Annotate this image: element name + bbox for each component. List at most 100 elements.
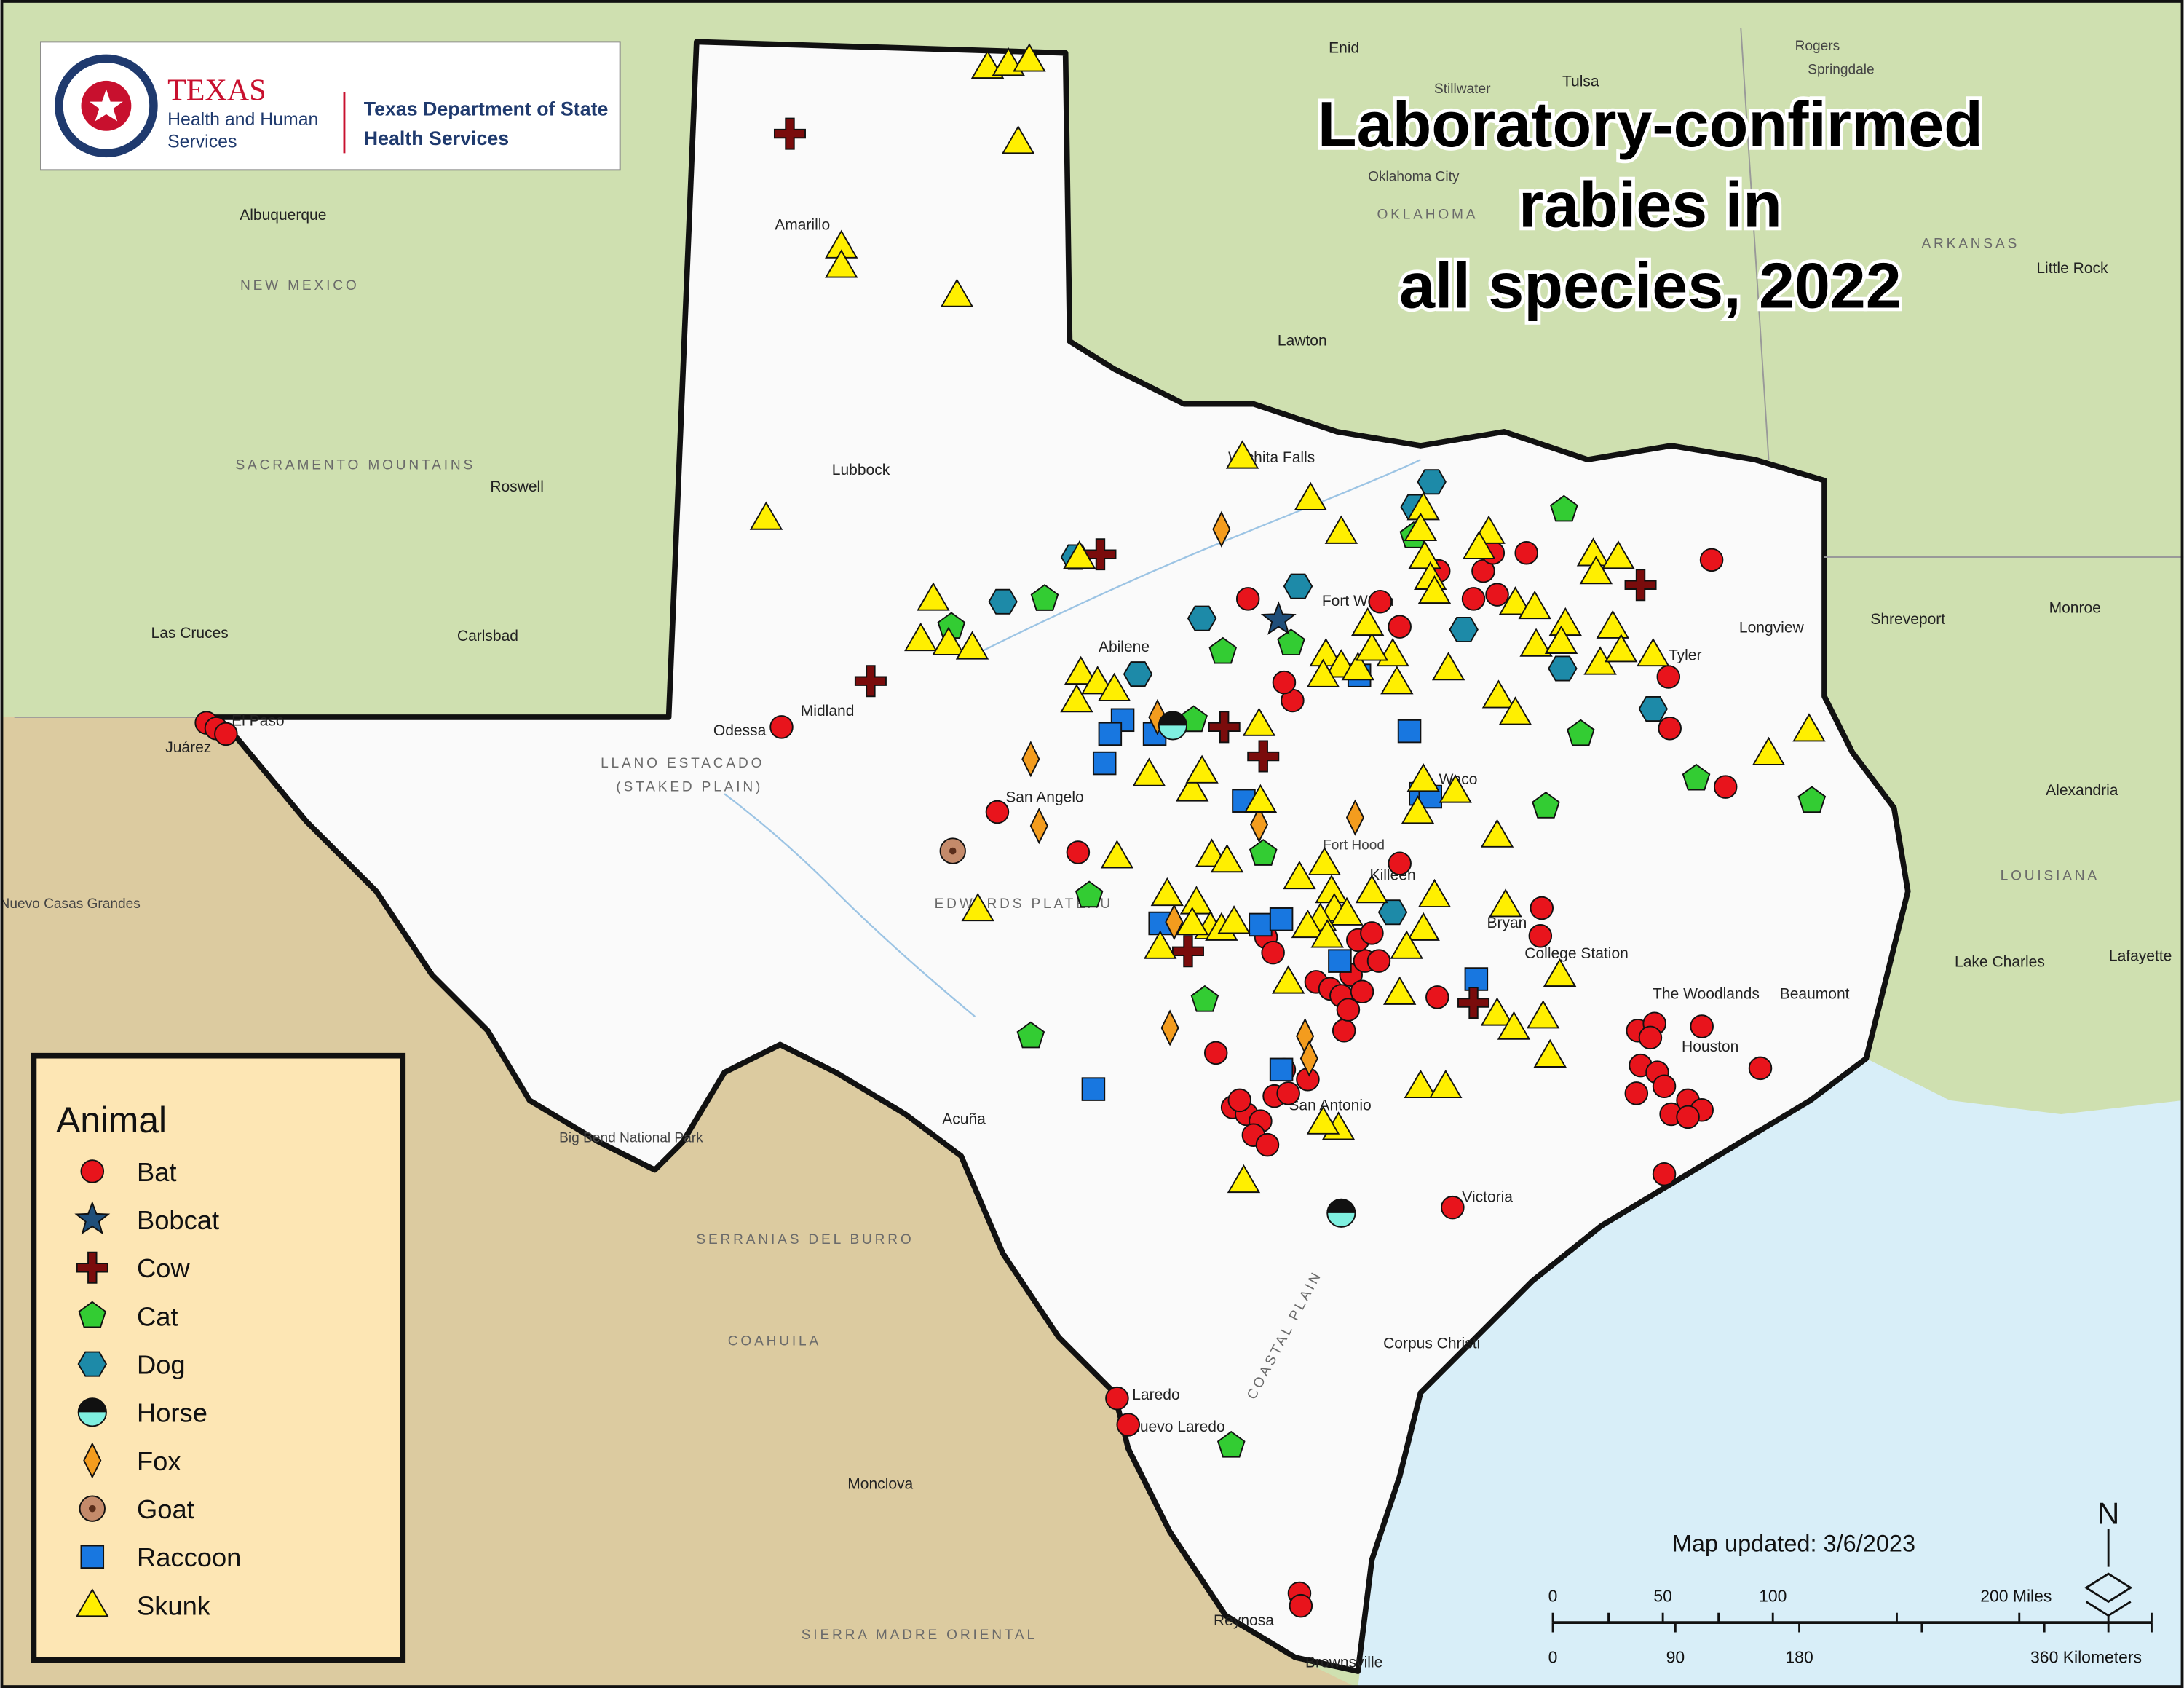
marker	[74, 1200, 111, 1235]
bat-marker	[80, 1159, 105, 1183]
raccoon-marker	[1081, 1077, 1106, 1101]
horse-marker-top	[1158, 711, 1187, 726]
rivers	[724, 459, 1421, 1018]
marker	[1480, 819, 1514, 848]
marker	[1439, 774, 1472, 803]
marker	[77, 1351, 108, 1377]
place-label: Abilene	[1099, 639, 1150, 655]
raccoon-marker	[1098, 722, 1123, 746]
bat-marker	[1272, 670, 1297, 695]
marker	[1021, 741, 1040, 778]
bat-marker	[1652, 1074, 1677, 1099]
scale-km-label: 180	[1785, 1648, 1813, 1667]
place-label: Lafayette	[2109, 948, 2172, 965]
state-borders	[14, 28, 2184, 718]
map-updated: Map updated: 3/6/2023	[1672, 1531, 1915, 1557]
marker	[1637, 637, 1670, 667]
marker	[1550, 494, 1578, 522]
place-label: Beaumont	[1780, 985, 1850, 1002]
bat-marker	[1366, 949, 1391, 973]
raccoon-marker	[1092, 751, 1117, 776]
place-label: Rogers	[1795, 39, 1840, 54]
bat-marker	[1105, 1386, 1129, 1411]
place-label: COAHUILA	[728, 1334, 821, 1349]
place-label: Lawton	[1278, 332, 1327, 349]
marker	[1132, 757, 1166, 786]
raccoon-marker	[1328, 949, 1352, 973]
place-label: Oklahoma City	[1368, 170, 1460, 185]
place-label: College Station	[1524, 945, 1629, 962]
bat-marker	[1388, 851, 1412, 876]
marker	[1543, 958, 1577, 987]
bat-marker	[1471, 559, 1495, 583]
bat-marker	[1676, 1105, 1700, 1129]
bat-marker	[1350, 979, 1374, 1003]
bat-marker	[1652, 1162, 1677, 1186]
marker	[1638, 695, 1668, 722]
marker	[1481, 679, 1516, 709]
marker	[1187, 605, 1217, 631]
bat-marker	[1713, 775, 1738, 799]
marker	[749, 501, 783, 530]
marker	[1225, 440, 1259, 469]
legend-label: Bobcat	[137, 1205, 219, 1235]
marker	[1533, 1038, 1567, 1068]
marker	[1291, 909, 1325, 939]
raccoon-marker	[80, 1545, 105, 1569]
scale-km-label: 0	[1548, 1648, 1558, 1667]
marker	[1176, 773, 1209, 802]
marker	[1596, 610, 1629, 639]
marker	[1097, 672, 1131, 701]
legend-title: Animal	[56, 1100, 167, 1140]
marker	[1150, 877, 1184, 907]
marker	[1210, 844, 1244, 873]
place-label: ARKANSAS	[1921, 236, 2019, 251]
place-label: Corpus Christi	[1383, 1335, 1480, 1352]
bat-marker	[1658, 717, 1682, 741]
place-label: San Angelo	[1005, 789, 1084, 806]
bat-marker	[1624, 1081, 1649, 1105]
marker	[1064, 655, 1098, 685]
agency-sub: Services	[167, 132, 237, 152]
place-label: Monclova	[847, 1476, 913, 1493]
marker	[1401, 795, 1435, 824]
place-label: NEW MEXICO	[240, 278, 360, 293]
marker	[1579, 556, 1613, 585]
scale-miles-label: 200 Miles	[1980, 1586, 2052, 1605]
marker	[76, 1251, 108, 1284]
title-line: Laboratory-confirmed	[1318, 88, 1983, 160]
place-label: Lake Charles	[1955, 953, 2045, 970]
agency-name: TEXAS	[167, 74, 266, 108]
bat-marker	[1116, 1413, 1140, 1437]
bat-marker	[1255, 1132, 1280, 1157]
legend-label: Skunk	[137, 1590, 211, 1620]
bat-marker	[1235, 587, 1260, 611]
marker	[1216, 1430, 1246, 1458]
marker	[1417, 469, 1447, 495]
bat-marker	[1276, 1081, 1300, 1105]
place-label: Las Cruces	[151, 625, 229, 642]
marker	[1260, 601, 1297, 635]
marker	[1029, 808, 1048, 845]
bat-marker	[1360, 921, 1384, 945]
bat-marker	[1203, 1041, 1228, 1065]
scale-bar: 0 50 100 200 Miles 0 90 180 360 Kilometers	[1548, 1586, 2153, 1667]
marker	[1544, 625, 1578, 654]
place-label: LLANO ESTACADO	[601, 756, 764, 771]
marker	[825, 249, 858, 278]
marker	[1519, 628, 1553, 657]
marker	[1016, 1021, 1045, 1049]
place-label: (STAKED PLAIN)	[616, 779, 763, 794]
place-label: Big Bend National Park	[559, 1130, 703, 1145]
marker	[1299, 1040, 1318, 1077]
marker	[1624, 569, 1657, 602]
marker	[1324, 515, 1358, 544]
bat-marker	[1699, 548, 1724, 572]
marker	[1404, 512, 1438, 542]
marker	[1449, 616, 1479, 642]
place-label: Midland	[801, 703, 855, 719]
marker	[76, 1588, 109, 1617]
bat-marker	[1227, 1088, 1251, 1113]
place-label: Laredo	[1132, 1387, 1179, 1403]
marker	[1330, 896, 1364, 926]
